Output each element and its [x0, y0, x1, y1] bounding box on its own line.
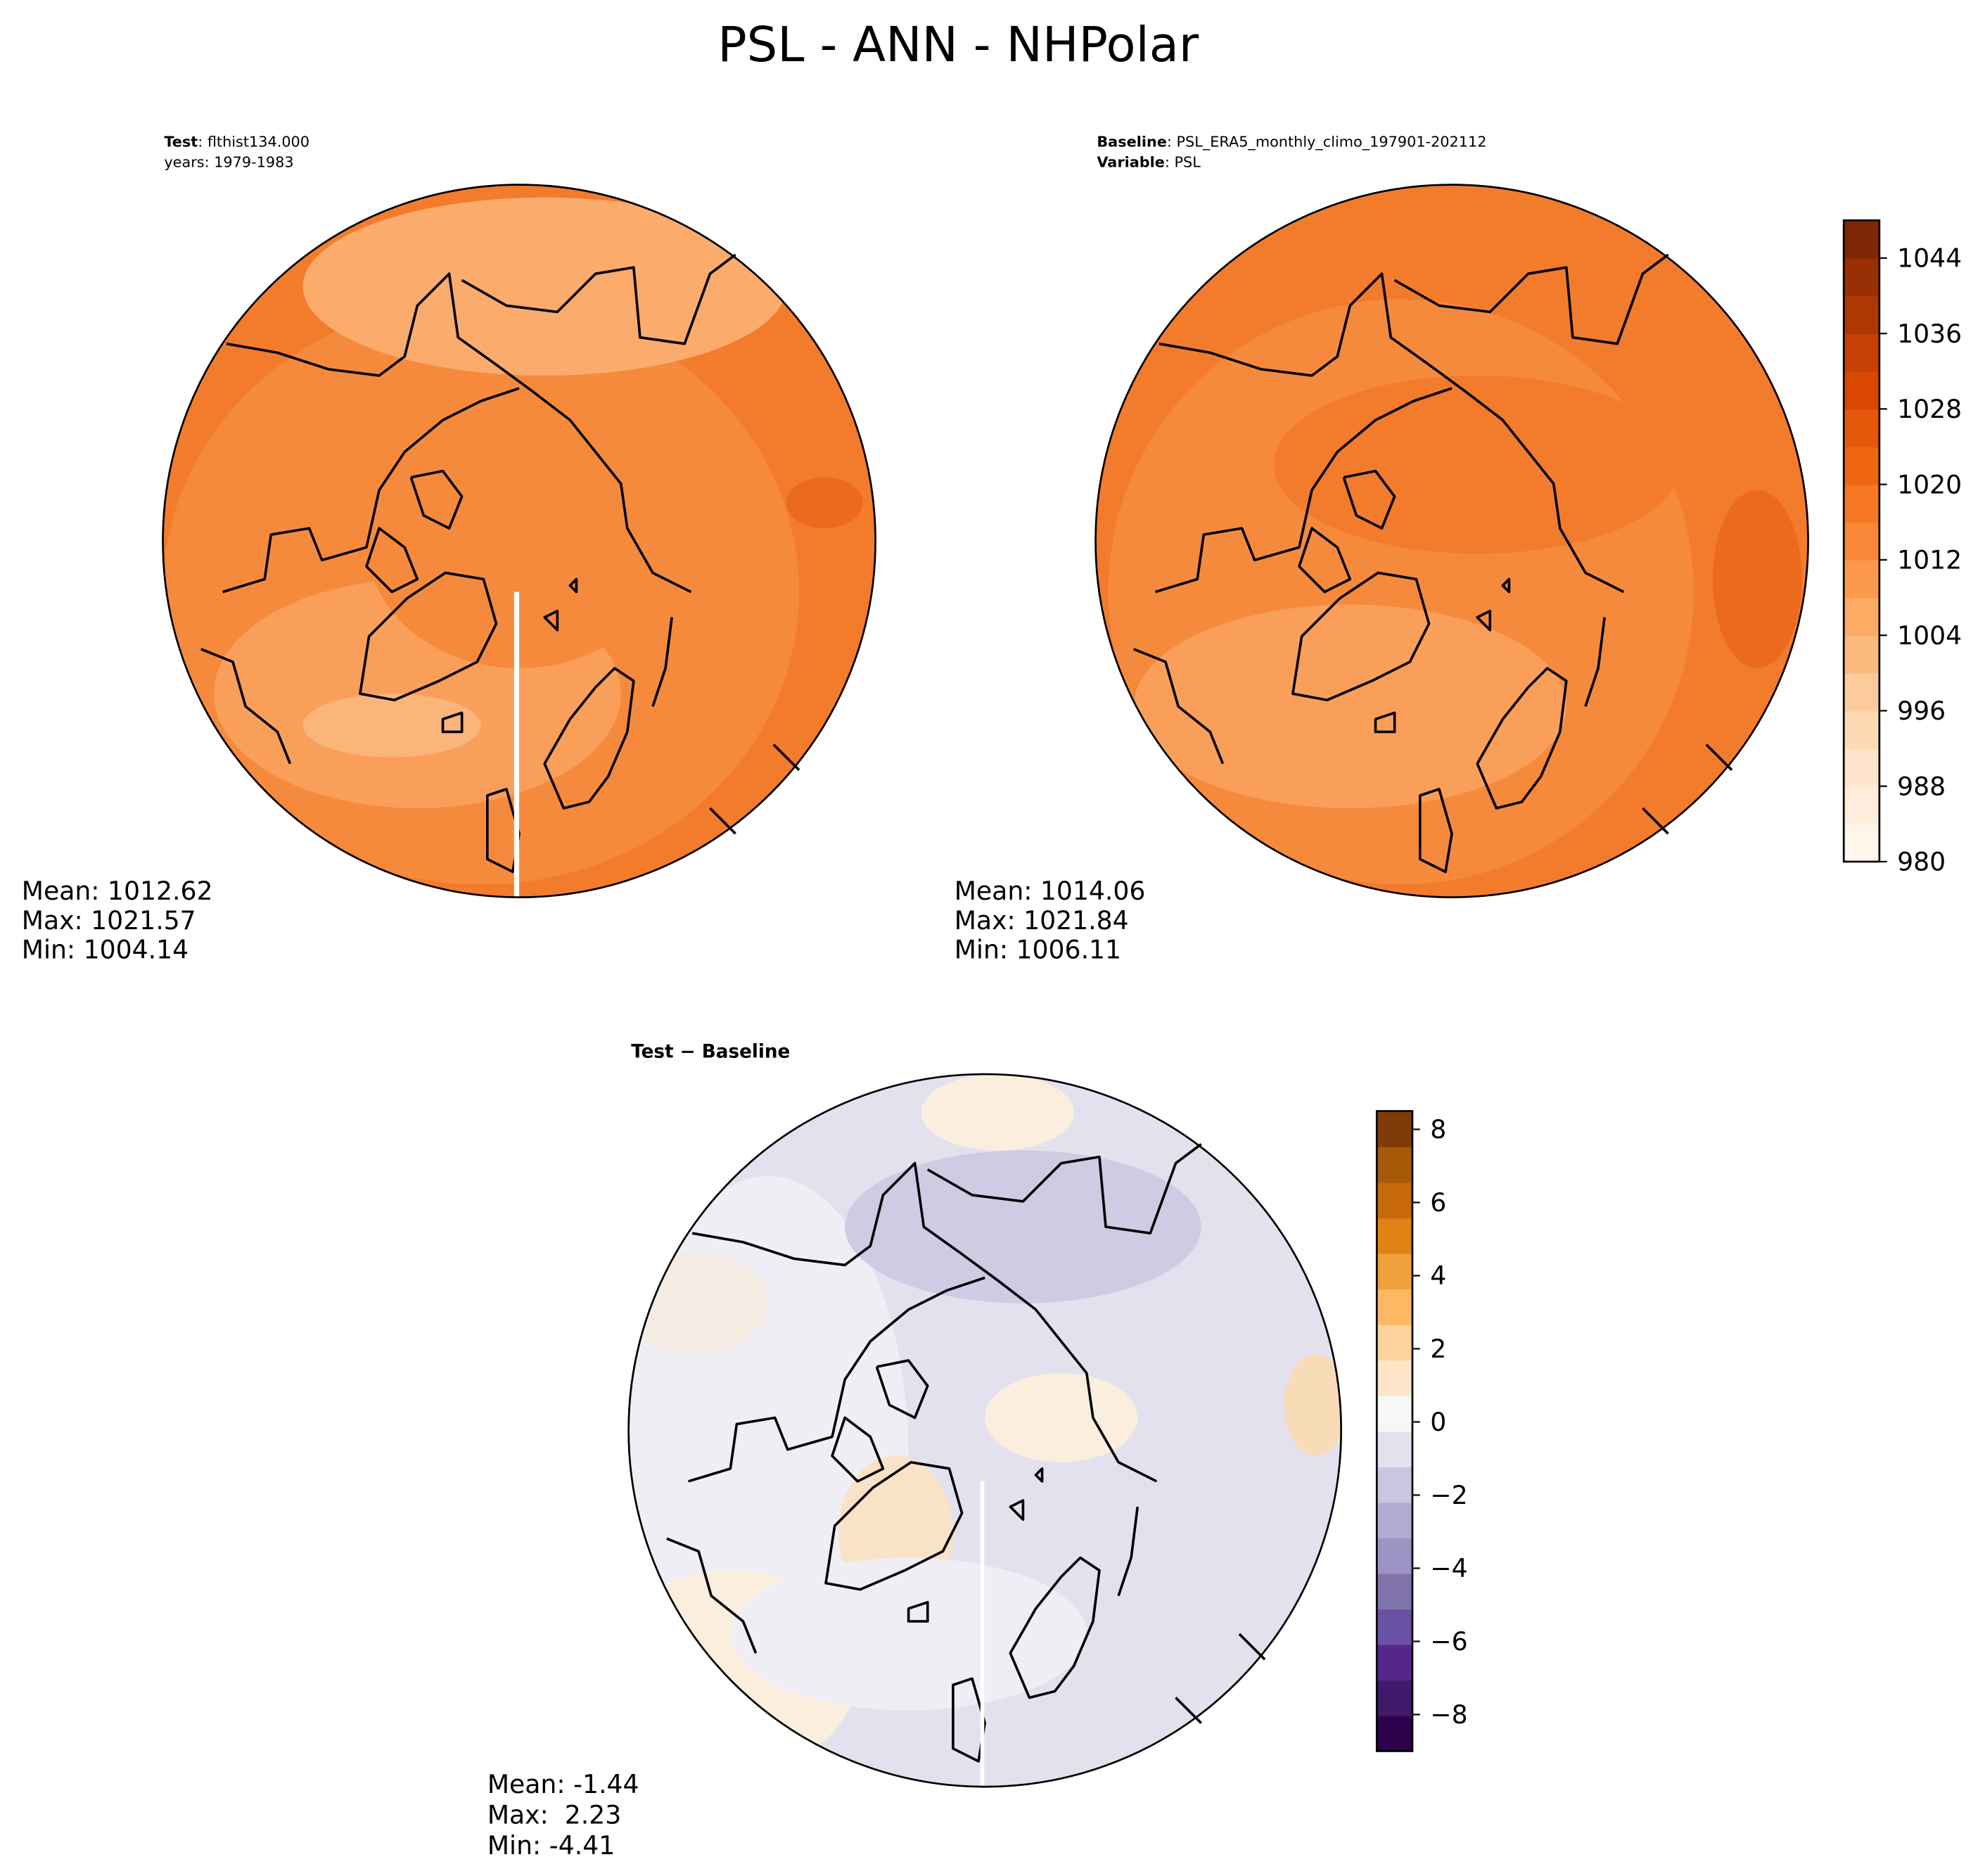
stat: Min: 1004.14 [22, 934, 189, 964]
colorbar-band [1377, 1680, 1412, 1716]
colorbar-band [1377, 1644, 1412, 1681]
header-key: Baseline [1097, 133, 1167, 150]
stat: Max: 1021.57 [22, 905, 196, 936]
colorbar-band [1844, 635, 1879, 674]
colorbar-band [1377, 1253, 1412, 1290]
colorbar-tick-label: 1028 [1897, 394, 1962, 424]
stat: Mean: 1012.62 [22, 876, 213, 906]
colorbar-band [1377, 1218, 1412, 1254]
colorbar-band [1377, 1395, 1412, 1432]
subheader-value: : PSL [1165, 153, 1201, 170]
header-value: : flthist134.000 [198, 133, 309, 150]
colorbar-tick-label: 1020 [1897, 469, 1962, 499]
colorbar-band [1377, 1538, 1412, 1574]
colorbar-band [1844, 672, 1879, 712]
colorbar-band [1844, 484, 1879, 523]
panel-header: Baseline: PSL_ERA5_monthly_climo_197901-… [1097, 133, 1486, 150]
colorbar-band [1377, 1182, 1412, 1219]
panel-subheader: Variable: PSL [1097, 153, 1201, 170]
map-border [627, 1073, 1343, 1788]
header-value: : PSL_ERA5_monthly_climo_197901-202112 [1167, 133, 1487, 150]
stat: Mean: 1014.06 [955, 876, 1146, 906]
colorbar-band [1377, 1324, 1412, 1361]
subheader-key: Variable [1097, 153, 1165, 170]
colorbar-band [1844, 333, 1879, 372]
stat: Max: 2.23 [487, 1800, 621, 1830]
stat: Min: -4.41 [487, 1830, 615, 1861]
colorbar-tick-label: 1044 [1897, 243, 1962, 274]
colorbar-tick-label: −6 [1430, 1626, 1467, 1657]
colorbar-tick-label: 980 [1897, 847, 1946, 877]
stat: Max: 1021.84 [955, 905, 1129, 936]
colorbar-band [1377, 1715, 1412, 1752]
map-border [1094, 184, 1809, 898]
colorbar-tick-label: −8 [1430, 1699, 1467, 1730]
colorbar-band [1377, 1609, 1412, 1645]
map [162, 184, 876, 898]
colorbar-band [1844, 522, 1879, 561]
colorbar-tick-label: 0 [1430, 1407, 1446, 1437]
colorbar-tick-label: 1012 [1897, 545, 1962, 575]
stat: Min: 1006.11 [955, 934, 1121, 964]
stat: Mean: -1.44 [487, 1769, 639, 1799]
colorbar-tick-label: −4 [1430, 1553, 1467, 1583]
colorbar-band [1844, 786, 1879, 825]
colorbar-band [1844, 409, 1879, 447]
colorbar-tick-label: 2 [1430, 1334, 1446, 1364]
colorbar-band [1377, 1111, 1412, 1147]
colorbar-band [1377, 1431, 1412, 1467]
colorbar-band [1377, 1502, 1412, 1539]
colorbar-band [1844, 597, 1879, 637]
map [627, 1073, 1343, 1788]
colorbar-band [1844, 559, 1879, 599]
colorbar-frame [1375, 1110, 1414, 1752]
colorbar-band [1377, 1360, 1412, 1396]
colorbar-tick-label: 6 [1430, 1187, 1446, 1218]
panel-header: Test − Baseline [631, 1042, 790, 1063]
colorbar-band [1377, 1147, 1412, 1183]
colorbar-band [1844, 220, 1879, 259]
panel-subheader: years: 1979-1983 [164, 153, 293, 170]
colorbar-tick-label: 1004 [1897, 620, 1962, 651]
header-key: Test [164, 133, 198, 150]
colorbar-band [1377, 1289, 1412, 1325]
colorbar-band [1844, 295, 1879, 335]
colorbar-band [1844, 748, 1879, 787]
colorbar-tick-label: 996 [1897, 696, 1946, 726]
colorbar-frame [1842, 219, 1881, 863]
colorbar-band [1844, 257, 1879, 297]
map [1094, 184, 1809, 898]
colorbar-tick-label: 988 [1897, 771, 1946, 801]
map-border [162, 184, 876, 898]
colorbar-tick-label: 8 [1430, 1114, 1446, 1144]
panel-header: Test: flthist134.000 [164, 133, 309, 150]
figure-title: PSL - ANN - NHPolar [717, 17, 1199, 73]
colorbar-band [1844, 447, 1879, 485]
colorbar-band [1377, 1467, 1412, 1503]
colorbar-band [1844, 710, 1879, 749]
colorbar-tick-label: 4 [1430, 1261, 1446, 1291]
colorbar-band [1844, 824, 1879, 862]
colorbar-tick-label: −2 [1430, 1480, 1467, 1510]
colorbar-band [1377, 1573, 1412, 1610]
colorbar-tick-label: 1036 [1897, 319, 1962, 349]
colorbar-band [1844, 371, 1879, 410]
